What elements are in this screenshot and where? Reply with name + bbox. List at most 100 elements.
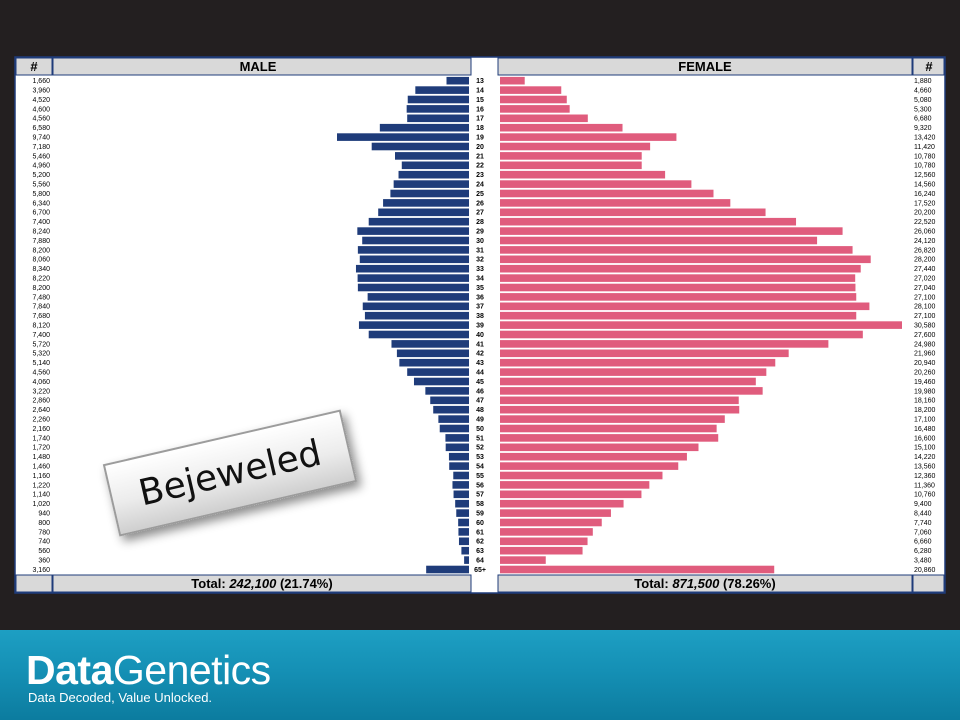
male-count-label: 4,520 (32, 97, 50, 104)
female-bar (500, 518, 602, 527)
female-count-label: 5,300 (914, 106, 932, 113)
male-bar (368, 217, 469, 226)
female-count-label: 12,560 (914, 172, 936, 179)
male-bar (364, 311, 469, 320)
male-bar (458, 518, 469, 527)
female-bar (500, 330, 863, 339)
age-label: 47 (476, 398, 484, 405)
male-bar (357, 246, 469, 254)
male-count-label: 3,220 (32, 388, 50, 395)
male-bar (368, 330, 469, 339)
female-count-label: 16,480 (914, 426, 936, 433)
female-bar (500, 387, 763, 395)
age-label: 61 (476, 529, 484, 536)
male-bar (433, 405, 469, 414)
total-cell-left-count (15, 574, 53, 593)
brand-light: Genetics (112, 647, 271, 693)
male-bar (425, 387, 469, 395)
female-count-label: 20,200 (914, 210, 936, 217)
female-bar (500, 199, 731, 207)
female-bar (500, 321, 902, 329)
female-count-label: 27,020 (914, 276, 936, 283)
age-label: 52 (476, 445, 484, 452)
male-count-label: 6,700 (32, 210, 50, 217)
female-bar (500, 114, 588, 123)
male-bar (396, 349, 469, 358)
female-count-label: 5,080 (914, 97, 932, 104)
female-count-label: 11,420 (914, 144, 935, 151)
male-bar (362, 236, 469, 245)
female-bar (500, 565, 775, 574)
female-bar (500, 264, 861, 273)
female-bar (500, 340, 829, 348)
male-count-label: 5,460 (32, 153, 50, 160)
female-total-pct: (78.26%) (719, 576, 775, 591)
male-count-label: 1,160 (32, 473, 50, 480)
female-bar (500, 302, 870, 311)
female-count-label: 18,200 (914, 407, 936, 414)
male-bar (398, 170, 469, 179)
female-bar (500, 283, 856, 292)
age-label: 22 (476, 163, 484, 170)
age-label: 25 (476, 191, 484, 198)
male-count-label: 3,960 (32, 88, 50, 95)
male-count-label: 360 (38, 558, 50, 565)
age-label: 14 (476, 88, 484, 95)
male-count-label: 7,400 (32, 219, 50, 226)
female-bar (500, 76, 525, 85)
female-count-label: 28,200 (914, 257, 936, 264)
male-count-label: 4,560 (32, 370, 50, 377)
male-bar (453, 490, 469, 499)
female-count-label: 7,740 (914, 520, 932, 527)
female-bar (500, 537, 588, 546)
age-label: 15 (476, 97, 484, 104)
male-count-label: 1,020 (32, 501, 50, 508)
male-count-label: 6,340 (32, 200, 50, 207)
age-label: 32 (476, 257, 484, 264)
age-label: 16 (476, 106, 484, 113)
female-count-label: 20,940 (914, 360, 936, 367)
age-label: 21 (476, 153, 484, 160)
female-count-label: 3,480 (914, 558, 932, 565)
male-bar (458, 528, 469, 536)
male-total-pct: (21.74%) (276, 576, 332, 591)
male-count-label: 5,560 (32, 182, 50, 189)
male-count-label: 4,060 (32, 379, 50, 386)
male-count-label: 5,320 (32, 351, 50, 358)
header-cell-male (52, 57, 472, 76)
header-female-label: FEMALE (678, 59, 732, 74)
female-count-label: 9,320 (914, 125, 932, 132)
age-label: 49 (476, 417, 484, 424)
age-label: 51 (476, 435, 484, 442)
female-count-label: 26,820 (914, 247, 936, 254)
female-count-label: 15,100 (914, 445, 936, 452)
female-bar (500, 424, 717, 433)
male-count-label: 800 (38, 520, 50, 527)
brand-bold: Data (26, 647, 113, 693)
age-label: 58 (476, 501, 484, 508)
age-label: 50 (476, 426, 484, 433)
female-bar (500, 170, 666, 179)
male-bar (415, 86, 469, 94)
female-count-label: 13,560 (914, 464, 936, 471)
female-count-label: 8,440 (914, 511, 932, 518)
female-bar (500, 105, 570, 113)
female-count-label: 24,980 (914, 341, 936, 348)
age-label: 19 (476, 135, 484, 142)
female-count-label: 4,660 (914, 88, 932, 95)
age-label: 42 (476, 351, 484, 358)
age-label: 48 (476, 407, 484, 414)
total-row: Total: 242,100 (21.74%) Total: 871,500 (… (15, 574, 945, 593)
age-label: 41 (476, 341, 484, 348)
male-bar (445, 443, 469, 452)
female-bar (500, 217, 797, 226)
male-count-label: 940 (38, 511, 50, 518)
age-label: 63 (476, 548, 484, 555)
male-count-label: 1,140 (32, 492, 50, 499)
male-bar (407, 114, 469, 123)
age-label: 23 (476, 172, 484, 179)
age-label: 36 (476, 294, 484, 301)
female-count-label: 22,520 (914, 219, 936, 226)
female-bar (500, 546, 583, 555)
male-count-label: 8,120 (32, 323, 50, 330)
